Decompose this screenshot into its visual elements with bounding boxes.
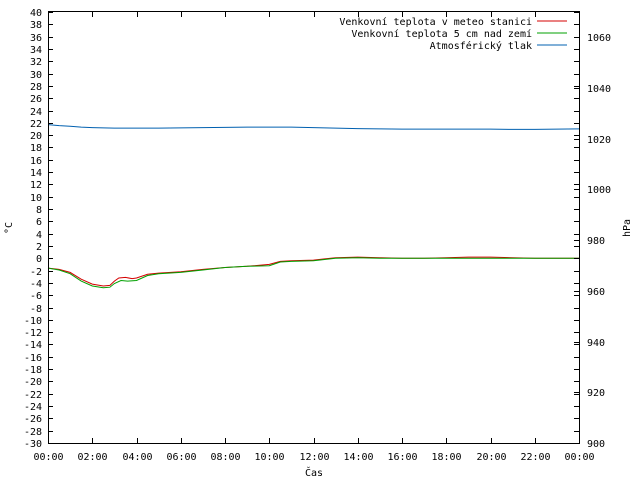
- y-tick-label-right: 940: [587, 338, 605, 349]
- y-tick-label-right: 980: [587, 236, 605, 247]
- y-tick-label-left: 14: [30, 168, 42, 179]
- y-tick-label-left: -26: [24, 414, 42, 425]
- series-pressure-line: [47, 124, 580, 130]
- y-tick-label-left: 26: [30, 94, 42, 105]
- x-tick-label: 16:00: [387, 452, 417, 463]
- y-tick-label-left: 4: [36, 230, 42, 241]
- y-tick-label-right: 920: [587, 388, 605, 399]
- y-tick-label-left: -4: [30, 279, 42, 290]
- series-layer: [47, 124, 580, 289]
- x-tick-label: 00:00: [564, 452, 594, 463]
- x-tick-label: 18:00: [431, 452, 461, 463]
- y-tick-label-left: 36: [30, 33, 42, 44]
- y-tick-label-left: 34: [30, 45, 42, 56]
- y-tick-label-left: 38: [30, 20, 42, 31]
- plot-frame: [48, 11, 580, 444]
- legend-label-temp-ground: Venkovní teplota 5 cm nad zemí: [351, 28, 532, 40]
- y-tick-label-left: 22: [30, 119, 42, 130]
- y-tick-label-left: 8: [36, 205, 42, 216]
- y-tick-label-left: 16: [30, 156, 42, 167]
- y-tick-label-left: 40: [30, 8, 42, 19]
- y-tick-label-left: 2: [36, 242, 42, 253]
- x-tick-label: 20:00: [476, 452, 506, 463]
- y-tick-label-right: 900: [587, 439, 605, 450]
- y-tick-label-right: 1040: [587, 84, 611, 95]
- y-tick-label-left: -8: [30, 304, 42, 315]
- x-tick-label: 02:00: [77, 452, 107, 463]
- x-tick-label: 14:00: [343, 452, 373, 463]
- y-tick-label-left: -28: [24, 427, 42, 438]
- legend: Venkovní teplota v meteo stanici Venkovn…: [339, 16, 567, 52]
- left-axis: -30-28-26-24-22-20-18-16-14-12-10-8-6-4-…: [24, 8, 579, 450]
- x-tick-label: 06:00: [166, 452, 196, 463]
- x-tick-label: 10:00: [254, 452, 284, 463]
- y-tick-label-left: 28: [30, 82, 42, 93]
- y-tick-label-left: 6: [36, 217, 42, 228]
- x-tick-label: 08:00: [210, 452, 240, 463]
- y-tick-label-left: 18: [30, 143, 42, 154]
- series-temp-station-line: [47, 256, 579, 287]
- y-tick-label-left: 20: [30, 131, 42, 142]
- y-tick-label-left: -20: [24, 377, 42, 388]
- y-tick-label-right: 960: [587, 287, 605, 298]
- y-tick-label-left: -16: [24, 353, 42, 364]
- y-tick-label-left: 24: [30, 107, 42, 118]
- y-tick-label-left: -6: [30, 291, 42, 302]
- y-tick-label-right: 1060: [587, 33, 611, 44]
- y-tick-label-left: 0: [36, 254, 42, 265]
- x-axis: 00:00 02:00 04:00 06:00 08:00 10:00 12:00 14:00…: [33, 12, 595, 463]
- x-tick-label: 22:00: [520, 452, 550, 463]
- y-axis-title-left: °C: [4, 222, 15, 234]
- y-tick-label-left: 10: [30, 193, 42, 204]
- x-axis-title: Čas: [305, 466, 323, 479]
- y-tick-label-left: -10: [24, 316, 42, 327]
- y-tick-label-left: -12: [24, 328, 42, 339]
- y-axis-title-right: hPa: [622, 219, 633, 237]
- y-tick-label-right: 1020: [587, 135, 611, 146]
- right-axis: 900 920 940 960 980 1000 1020 1040 1060: [574, 33, 611, 450]
- y-tick-label-left: 12: [30, 180, 42, 191]
- x-tick-label: 04:00: [122, 452, 152, 463]
- series-temp-ground-line: [47, 257, 579, 289]
- y-tick-label-left: -30: [24, 439, 42, 450]
- x-tick-label: 00:00: [33, 452, 63, 463]
- y-tick-label-left: -2: [30, 267, 42, 278]
- y-tick-label-left: -24: [24, 402, 42, 413]
- y-tick-label-left: 32: [30, 57, 42, 68]
- y-tick-label-right: 1000: [587, 185, 611, 196]
- y-tick-label-left: -22: [24, 390, 42, 401]
- y-tick-label-left: 30: [30, 70, 42, 81]
- legend-label-temp-station: Venkovní teplota v meteo stanici: [339, 16, 532, 28]
- legend-label-pressure: Atmosférický tlak: [430, 40, 532, 52]
- x-tick-label: 12:00: [299, 452, 329, 463]
- y-tick-label-left: -14: [24, 340, 42, 351]
- y-tick-label-left: -18: [24, 365, 42, 376]
